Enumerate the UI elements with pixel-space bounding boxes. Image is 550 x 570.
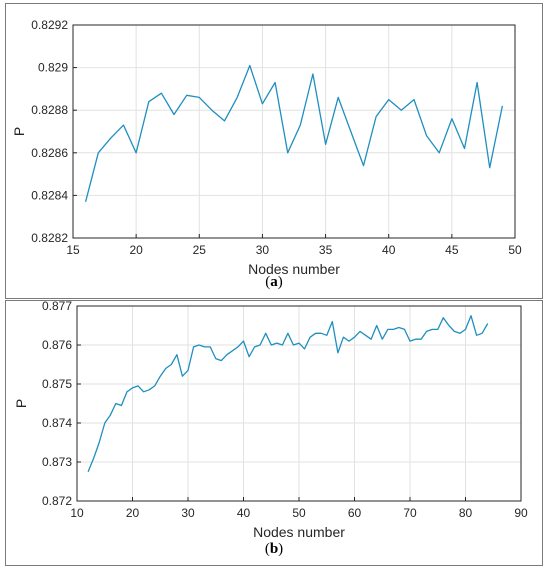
x-tick-label: 30 — [256, 243, 270, 257]
x-axis-label: Nodes number — [253, 524, 345, 540]
x-tick-label: 40 — [382, 243, 396, 257]
x-axis-label: Nodes number — [248, 261, 340, 277]
x-tick-label: 60 — [348, 506, 362, 520]
chart-a: 15 20 25 30 35 40 45 50 0.8282 0.8284 0.8286 0.8288… — [11, 18, 522, 277]
series-line — [87, 315, 489, 472]
x-tick-label: 15 — [66, 243, 80, 257]
series-line — [84, 64, 504, 202]
x-tick-label: 25 — [193, 243, 207, 257]
y-tick-label: 0.8284 — [31, 188, 68, 202]
y-tick-label: 0.877 — [42, 299, 72, 313]
caption-b: (b) — [264, 541, 284, 557]
x-tick-label: 80 — [459, 506, 473, 520]
plot-area — [73, 25, 515, 238]
chart-panel-b: 10 20 30 40 50 60 70 80 90 0.872 0.873 0.874 0.875 0.… — [5, 299, 543, 566]
y-tick-label: 0.873 — [42, 455, 72, 469]
x-tick-label: 90 — [514, 506, 528, 520]
x-tick-label: 40 — [237, 506, 251, 520]
x-tick-label: 35 — [319, 243, 333, 257]
axes-box — [76, 305, 522, 502]
axes-box — [72, 24, 516, 239]
x-tick-label: 20 — [129, 243, 143, 257]
y-tick-label: 0.8288 — [31, 103, 68, 117]
x-tick-label: 10 — [70, 506, 84, 520]
x-tick-label: 50 — [292, 506, 306, 520]
caption-a: (a) — [265, 274, 283, 290]
x-tick-label: 50 — [508, 243, 522, 257]
y-tick-label: 0.8286 — [31, 146, 68, 160]
chart-panel-a: 15 20 25 30 35 40 45 50 0.8282 0.8284 0.8286 0.8288… — [5, 3, 543, 299]
y-axis-label: P — [13, 399, 29, 408]
y-tick-label: 0.8292 — [31, 18, 68, 32]
y-tick-label: 0.8282 — [31, 231, 68, 245]
x-tick-label: 30 — [181, 506, 195, 520]
x-tick-label: 20 — [126, 506, 140, 520]
x-tick-label: 70 — [403, 506, 417, 520]
chart-b: 10 20 30 40 50 60 70 80 90 0.872 0.873 0.874 0.875 0.… — [13, 299, 528, 540]
y-tick-label: 0.876 — [42, 338, 72, 352]
y-axis-label: P — [11, 127, 27, 136]
y-tick-label: 0.829 — [38, 61, 68, 75]
y-tick-label: 0.872 — [42, 494, 72, 508]
x-tick-label: 45 — [445, 243, 459, 257]
y-tick-label: 0.874 — [42, 416, 72, 430]
y-tick-label: 0.875 — [42, 377, 72, 391]
